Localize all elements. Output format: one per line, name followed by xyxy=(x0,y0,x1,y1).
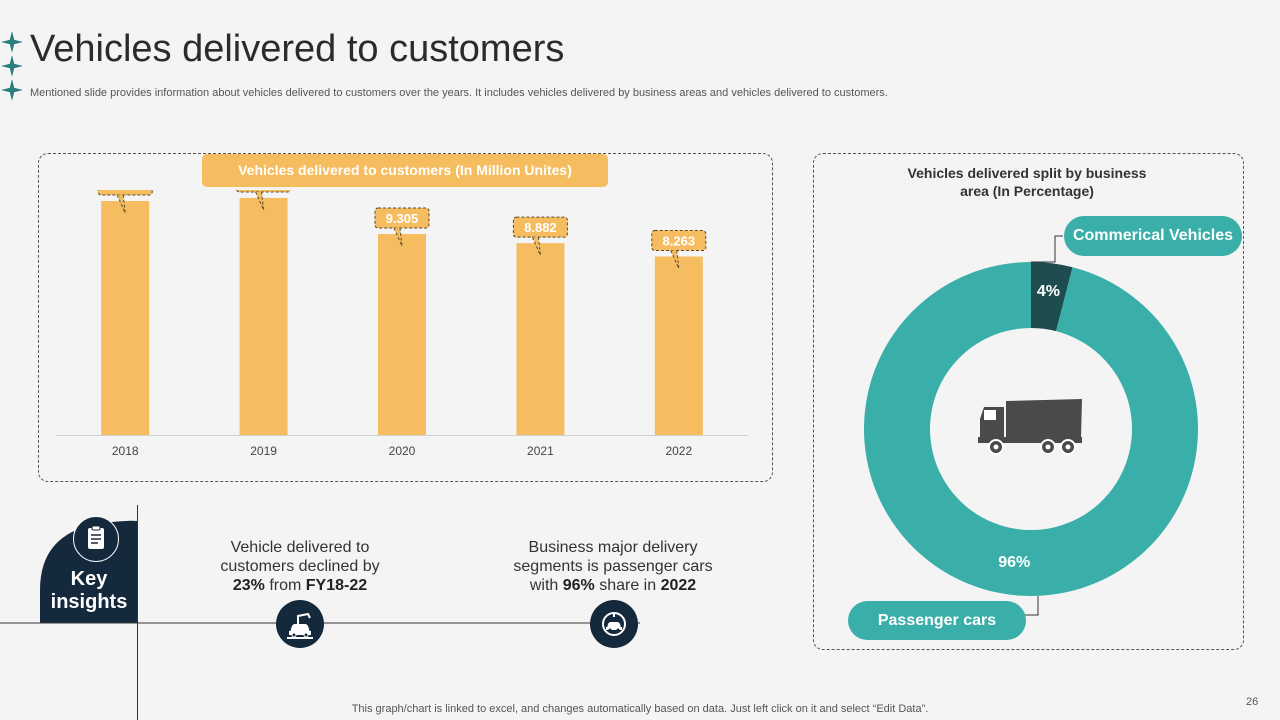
car-service-icon xyxy=(590,600,638,648)
insight-1-line3: 23% from FY18-22 xyxy=(190,576,410,595)
data-label-box xyxy=(512,216,568,238)
data-label-2021: 8.882 xyxy=(512,216,568,256)
pie-value-label: 4% xyxy=(1037,283,1060,300)
insight-1-bold2: FY18-22 xyxy=(305,577,368,594)
key-insights-label: Key insights xyxy=(50,568,128,613)
pie-slice-passenger xyxy=(864,262,1198,596)
insight-2-line3: with 96% share in 2022 xyxy=(503,576,723,595)
insight-1: Vehicle delivered to customers declined … xyxy=(190,538,410,595)
pie-slice-commercial xyxy=(1031,262,1073,332)
data-label-text: 8.263 xyxy=(663,234,696,249)
bar-2018 xyxy=(101,200,150,435)
insight-2-bold1: 96% xyxy=(562,577,595,594)
bar-2021 xyxy=(516,243,565,435)
page-subtitle: Mentioned slide provides information abo… xyxy=(30,87,888,99)
data-label-box xyxy=(374,207,430,229)
x-tick-label: 2022 xyxy=(665,444,692,458)
bar-2020 xyxy=(378,234,426,435)
x-tick-label: 2018 xyxy=(112,444,139,458)
data-label-box xyxy=(236,190,291,193)
insight-2: Business major delivery segments is pass… xyxy=(503,538,723,595)
data-label-box xyxy=(97,190,153,196)
legend-commercial-vehicles: Commerical Vehicles xyxy=(1064,216,1242,256)
pie-chart-panel xyxy=(813,153,1244,650)
data-label-pointer xyxy=(393,227,403,247)
insight-2-line1: Business major delivery xyxy=(528,539,698,556)
data-label-pointer xyxy=(531,236,541,256)
insight-2-bold2: 2022 xyxy=(660,577,697,594)
data-label-pointer xyxy=(670,250,680,269)
four-point-star-icon xyxy=(1,31,23,53)
bar-2022 xyxy=(654,256,703,435)
data-label-2022: 8.263 xyxy=(651,230,707,269)
leader-line-passenger xyxy=(1025,596,1039,616)
insight-2-pre: with xyxy=(529,577,563,594)
four-point-star-icon xyxy=(1,79,23,101)
car-assembly-icon xyxy=(276,600,324,648)
data-label-box xyxy=(651,230,707,252)
data-label-text: 8.882 xyxy=(524,220,557,235)
insight-1-bold1: 23% xyxy=(232,577,265,594)
x-tick-label: 2021 xyxy=(527,444,554,458)
x-tick-label: 2019 xyxy=(250,444,277,458)
pie-chart: 4% 96% xyxy=(864,235,1198,616)
footer-note: This graph/chart is linked to excel, and… xyxy=(351,703,929,715)
data-label-2018: 10.834 xyxy=(97,190,153,214)
data-label-text: 10.834 xyxy=(105,190,146,193)
x-tick-label: 2020 xyxy=(389,444,416,458)
bar-2019 xyxy=(239,197,288,435)
insight-2-line2: segments is passenger cars xyxy=(513,558,713,575)
sparkle-icons xyxy=(1,31,23,101)
pie-chart-title-line1: Vehicles delivered split by business xyxy=(907,165,1147,181)
page-title: Vehicles delivered to customers xyxy=(30,28,565,70)
insight-1-line2: customers declined by xyxy=(220,558,380,575)
pie-chart-title: Vehicles delivered split by business are… xyxy=(880,164,1174,200)
data-label-pointer xyxy=(116,194,126,214)
pie-chart-title-line2: area (In Percentage) xyxy=(960,183,1094,199)
leader-line-commercial xyxy=(1031,235,1063,263)
truck-icon xyxy=(978,399,1082,455)
four-point-star-icon xyxy=(1,55,23,77)
pie-value-label: 96% xyxy=(998,554,1030,571)
insight-2-mid: share in xyxy=(594,577,661,594)
page-number: 26 xyxy=(1246,696,1259,708)
data-label-text: 9.305 xyxy=(386,211,419,226)
data-label-2020: 9.305 xyxy=(374,207,430,247)
bar-chart-panel xyxy=(38,153,773,482)
insight-1-line1: Vehicle delivered to xyxy=(230,539,370,556)
insight-1-mid: from xyxy=(264,577,306,594)
bar-chart-title: Vehicles delivered to customers (In Mill… xyxy=(202,154,608,187)
bar-chart: 10.834201810.97520199.30520208.88220218.… xyxy=(56,190,748,458)
legend-passenger-cars: Passenger cars xyxy=(848,601,1026,640)
clipboard-icon xyxy=(73,516,119,562)
